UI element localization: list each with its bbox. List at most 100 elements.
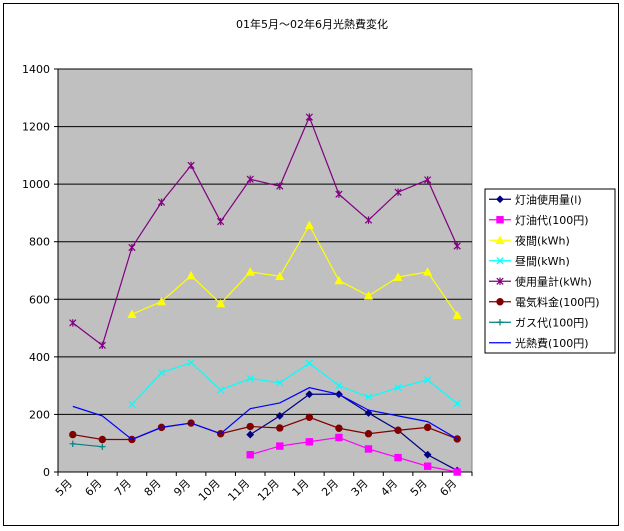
marker-plus <box>99 443 106 450</box>
legend-box <box>484 188 616 354</box>
marker-x <box>128 400 136 408</box>
marker-triangle <box>363 291 374 300</box>
series-marker <box>157 369 166 377</box>
x-tick-label: 11月 <box>225 477 252 504</box>
series-marker <box>246 175 254 183</box>
series-marker <box>424 176 432 184</box>
series-marker <box>496 319 504 326</box>
series-marker <box>495 235 505 244</box>
marker-triangle <box>334 275 344 285</box>
marker-triangle <box>452 310 462 319</box>
marker-triangle <box>186 270 196 280</box>
marker-plus <box>496 319 504 326</box>
legend-label: 光熱費(100円) <box>515 336 589 350</box>
y-tick-label: 1000 <box>22 178 50 191</box>
x-tick-label: 7月 <box>112 477 134 499</box>
series-marker <box>423 267 433 276</box>
plot-background <box>57 68 473 473</box>
series-marker <box>394 384 402 392</box>
series-marker <box>276 424 284 432</box>
marker-triangle <box>127 309 137 318</box>
marker-square <box>276 442 284 450</box>
marker-star <box>276 182 284 190</box>
marker-diamond <box>364 409 373 417</box>
series-marker <box>128 400 136 408</box>
series-marker <box>275 411 284 420</box>
series-marker <box>335 190 343 198</box>
legend-label: 昼間(kWh) <box>515 255 570 268</box>
marker-triangle <box>216 298 226 308</box>
series-marker <box>99 443 106 450</box>
marker-square <box>246 451 254 459</box>
series-marker <box>364 216 373 224</box>
marker-star <box>453 242 461 250</box>
series-marker <box>246 451 254 459</box>
marker-triangle <box>495 235 505 244</box>
marker-triangle <box>275 271 285 280</box>
marker-circle <box>496 298 504 306</box>
series-marker <box>452 310 462 319</box>
series-marker <box>364 409 373 417</box>
x-tick-label: 5月 <box>408 477 430 499</box>
x-tick-label: 3月 <box>349 477 371 499</box>
chart-svg: 01年5月～02年6月光熱費変化 0 200 400 600 800 1000 1200 14… <box>22 17 616 504</box>
x-tick-label: 1月 <box>290 477 312 499</box>
x-tick-label: 9月 <box>171 477 193 499</box>
series-marker <box>335 382 343 390</box>
legend: 灯油使用量(l) 灯油代(100円) 夜間(kWh) 昼間(kWh) 使用量計(kWh)… <box>484 188 616 354</box>
marker-x <box>217 386 225 394</box>
series-5 <box>69 113 461 350</box>
marker-circle <box>276 424 284 432</box>
series-marker <box>364 430 373 438</box>
series-marker <box>394 426 402 434</box>
series-marker <box>364 393 373 401</box>
x-tick-label: 4月 <box>378 477 400 499</box>
x-tick-label: 6月 <box>83 477 105 499</box>
marker-star <box>98 341 106 350</box>
y-tick-label: 200 <box>29 408 50 421</box>
marker-x <box>305 359 313 367</box>
marker-circle <box>98 435 107 444</box>
marker-star <box>69 319 77 327</box>
legend-item: 灯油代(100円) <box>489 213 589 227</box>
series-line <box>249 393 458 472</box>
marker-diamond <box>275 411 284 420</box>
marker-diamond <box>246 430 255 439</box>
marker-square <box>394 453 402 462</box>
series-3 <box>127 220 462 319</box>
series-marker <box>423 462 432 470</box>
series-marker <box>276 182 284 190</box>
marker-x <box>424 376 432 384</box>
series-marker <box>496 195 504 204</box>
x-tick-label: 8月 <box>142 477 164 499</box>
series-marker <box>217 386 225 394</box>
legend-label: 灯油使用量(l) <box>515 192 582 206</box>
marker-square <box>423 462 432 470</box>
legend-item: 使用量計(kWh) <box>489 274 592 288</box>
series-marker <box>246 374 254 383</box>
series-marker <box>69 319 77 327</box>
series-marker <box>335 433 343 442</box>
x-tick-label: 5月 <box>53 477 75 499</box>
marker-star <box>157 198 166 206</box>
marker-x <box>453 399 461 408</box>
marker-triangle <box>423 267 433 276</box>
series-marker <box>364 445 373 453</box>
series-marker <box>305 390 314 399</box>
marker-circle <box>364 430 373 438</box>
series-2 <box>246 433 461 476</box>
series-marker <box>496 277 504 285</box>
marker-x <box>335 382 343 390</box>
series-line <box>131 224 458 316</box>
series-marker <box>69 430 77 439</box>
series-marker <box>187 358 195 367</box>
series-7 <box>69 440 106 450</box>
marker-x <box>276 379 284 387</box>
series-marker <box>128 243 136 252</box>
marker-square <box>364 445 373 453</box>
legend-item: 光熱費(100円) <box>489 336 589 350</box>
marker-star <box>394 188 402 196</box>
marker-x <box>157 369 166 377</box>
marker-x <box>364 393 373 401</box>
y-tick-label: 1400 <box>22 63 50 76</box>
